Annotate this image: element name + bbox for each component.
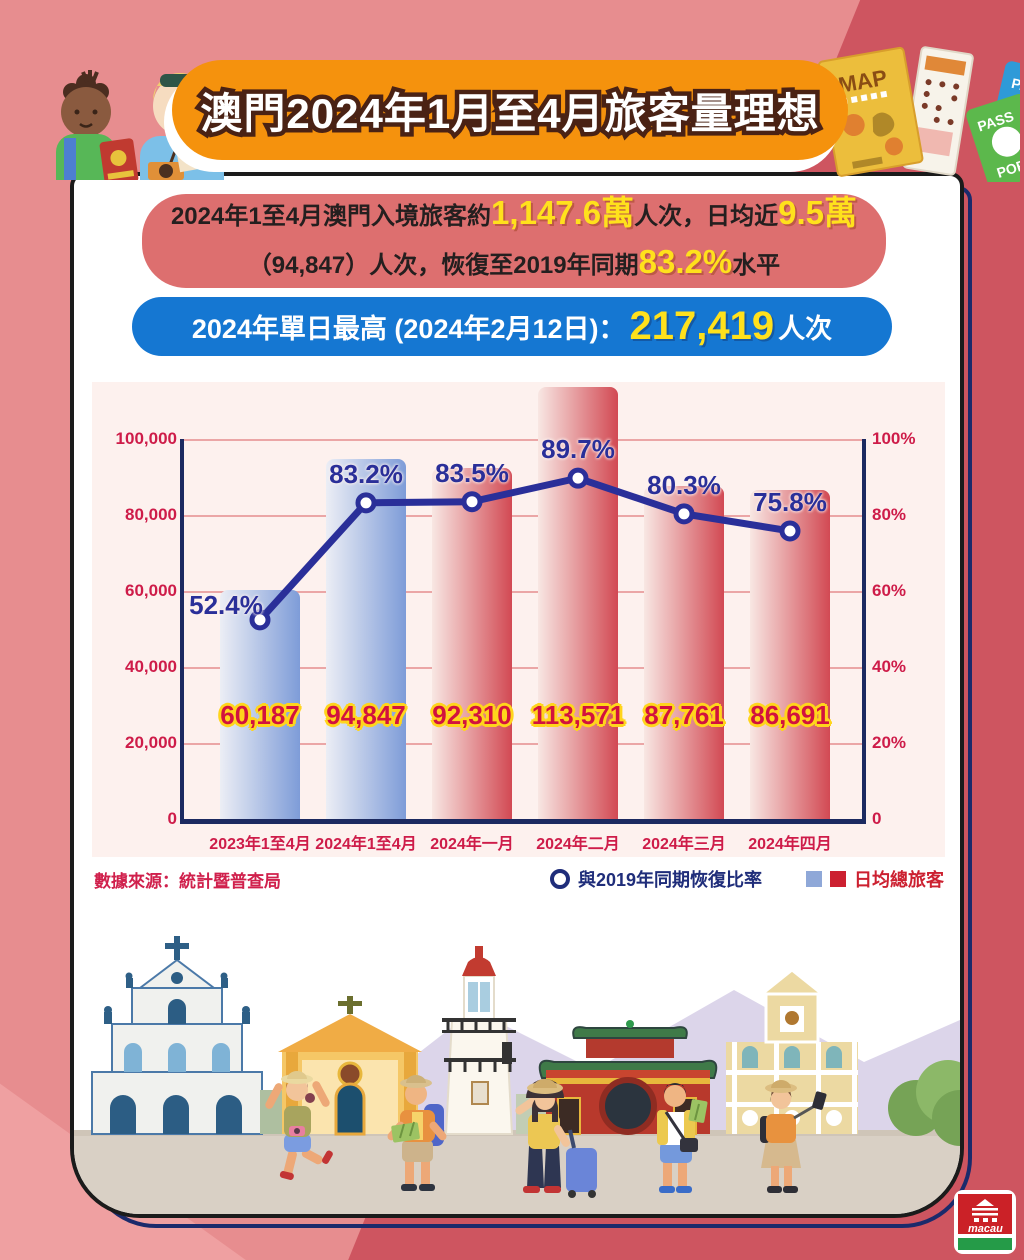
y-axis-right xyxy=(862,439,866,824)
ground xyxy=(74,1130,960,1214)
ticket xyxy=(902,46,974,176)
line-legend-label: 與2019年同期恢復比率 xyxy=(577,870,762,890)
city-scene-illustration xyxy=(74,936,960,1214)
x-category-label: 2024年四月 xyxy=(748,836,832,853)
bar-value-label: 92,310 xyxy=(432,700,512,730)
bar-value-label: 86,691 xyxy=(750,700,830,730)
right-tick-label: 80% xyxy=(872,505,907,524)
title-banner: 澳門2024年1月至4月旅客量理想 澳門2024年1月至4月旅客量理想 xyxy=(164,60,848,172)
chart-legend: 與2019年同期恢復比率 日均總旅客 xyxy=(549,866,944,892)
x-axis xyxy=(180,819,866,824)
y-tick-label: 60,000 xyxy=(125,581,177,600)
summary-highlight-recovery-rate: 83.2% xyxy=(638,243,733,280)
page-title-outline: 澳門2024年1月至4月旅客量理想 xyxy=(196,85,823,141)
summary-stats-box: 2024年1至4月澳門入境旅客約1,147.6萬人次，日均近9.5萬 （94,8… xyxy=(142,194,886,288)
line-percent-label: 80.3% xyxy=(647,469,721,500)
y-tick-label: 100,000 xyxy=(115,429,177,448)
right-tick-label: 40% xyxy=(872,657,907,676)
bar-value-label: 87,761 xyxy=(644,700,724,730)
macau-logo-graphic: macau xyxy=(958,1194,1012,1250)
summary-text: （94,847）人次，恢復至2019年同期 xyxy=(247,252,639,279)
summary-text: 人次，日均近 xyxy=(634,203,779,230)
ruins-of-st-pauls xyxy=(91,936,263,1135)
chart-gridline xyxy=(184,743,862,745)
travel-map: MAP xyxy=(817,46,924,177)
bar-2024年1至4月 xyxy=(326,458,406,819)
guia-lighthouse xyxy=(442,946,516,1135)
x-category-label: 2024年1至4月 xyxy=(315,836,417,853)
line-percent-label: 75.8% xyxy=(753,486,827,517)
x-category-label: 2024年二月 xyxy=(536,836,620,853)
right-tick-label: 100% xyxy=(872,429,916,448)
page-title: 澳門2024年1月至4月旅客量理想 澳門2024年1月至4月旅客量理想 xyxy=(196,80,823,141)
line-percent-label: 89.7% xyxy=(541,434,615,465)
bar-value-label: 60,187 xyxy=(220,700,300,730)
passport-green: PASS PORT xyxy=(966,93,1020,182)
bar-legend-label: 日均總旅客 xyxy=(854,870,944,890)
line-percent-label: 83.2% xyxy=(329,458,403,489)
tourist-left xyxy=(56,70,139,180)
page-title-text: 澳門2024年1月至4月旅客量理想 xyxy=(200,89,820,137)
peak-label: 2024年單日最高 (2024年2月12日)： xyxy=(191,314,626,344)
right-tick-label: 0 xyxy=(872,809,882,828)
bar-2024年四月 xyxy=(750,489,830,819)
travel-items-illustration: MAP PASS PORT PASS PORT xyxy=(817,46,1020,182)
tourist-backpacker xyxy=(387,1075,447,1191)
cream-church xyxy=(726,968,858,1134)
banner-pill: 澳門2024年1月至4月旅客量理想 澳門2024年1月至4月旅客量理想 xyxy=(172,60,848,160)
y-tick-label: 0 xyxy=(167,809,177,828)
peak-value: 217,419 xyxy=(629,304,775,348)
summary-line-1: 2024年1至4月澳門入境旅客約1,147.6萬人次，日均近9.5萬 xyxy=(171,193,857,240)
right-tick-label: 20% xyxy=(872,733,907,752)
daily-peak-box: 2024年單日最高 (2024年2月12日)： 217,419 人次 xyxy=(132,297,892,356)
bar-legend-swatch-blue xyxy=(806,871,822,887)
x-category-label: 2024年一月 xyxy=(430,836,514,853)
summary-highlight-daily-average: 9.5萬 xyxy=(778,194,858,231)
chart-footer: 數據來源：統計暨普查局 與2019年同期恢復比率 日均總旅客 xyxy=(94,866,944,892)
chart-gridline xyxy=(184,439,862,441)
tourist-jumping-girl xyxy=(265,1071,333,1180)
tourist-woman-suitcase xyxy=(515,1079,597,1198)
bar-value-label: 113,571 xyxy=(531,700,625,730)
line-percent-label: 52.4% xyxy=(189,589,263,620)
chart-gridline xyxy=(184,667,862,669)
bar-2024年三月 xyxy=(644,485,724,819)
summary-line-2: （94,847）人次，恢復至2019年同期83.2%水平 xyxy=(248,242,780,289)
bar-2024年一月 xyxy=(432,468,512,819)
x-category-label: 2024年三月 xyxy=(642,836,726,853)
bar-value-label: 94,847 xyxy=(326,700,406,730)
data-source-label: 數據來源：統計暨普查局 xyxy=(94,871,281,891)
peak-suffix: 人次 xyxy=(778,314,833,344)
summary-text: 水平 xyxy=(732,252,781,279)
bushes xyxy=(888,1060,960,1146)
summary-highlight-total-visitors: 1,147.6萬 xyxy=(491,194,635,231)
y-axis-left xyxy=(180,439,184,824)
macau-logo-text: macau xyxy=(968,1223,1003,1235)
bar-legend-swatch-red xyxy=(830,871,846,887)
x-category-label: 2023年1至4月 xyxy=(209,836,311,853)
y-tick-label: 80,000 xyxy=(125,505,177,524)
right-tick-label: 60% xyxy=(872,581,907,600)
content-card: 2024年1至4月澳門入境旅客約1,147.6萬人次，日均近9.5萬 （94,8… xyxy=(70,172,964,1218)
macau-tourism-logo: macau xyxy=(954,1190,1016,1254)
chart-panel: 100,000 80,000 60,000 40,000 20,000 0 100% 80% 6… xyxy=(92,382,945,857)
y-tick-label: 40,000 xyxy=(125,657,177,676)
line-percent-label: 83.5% xyxy=(435,457,509,488)
line-legend-marker-icon xyxy=(549,869,570,889)
y-tick-label: 20,000 xyxy=(125,733,177,752)
passport-label: PASS xyxy=(1010,75,1020,99)
tourist-selfie-woman xyxy=(760,1080,827,1193)
tourist-man-yellow xyxy=(657,1083,708,1193)
summary-text: 2024年1至4月澳門入境旅客約 xyxy=(170,203,492,230)
